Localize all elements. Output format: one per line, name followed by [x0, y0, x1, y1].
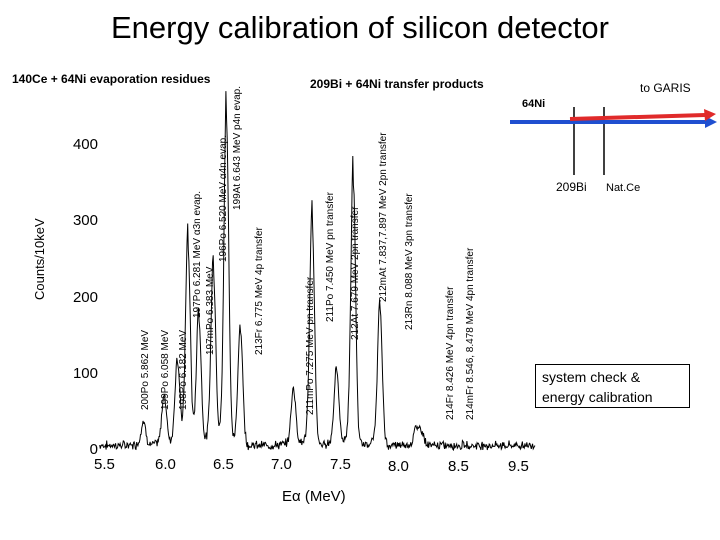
peak-label: 213Fr 6.775 MeV 4p transfer [254, 227, 265, 355]
transfer-header: 209Bi + 64Ni transfer products [310, 77, 484, 91]
peak-label: 197Po 6.281 MeV α3n evap. [192, 191, 203, 318]
peak-label: 200Po 5.862 MeV [140, 329, 151, 410]
x-tick-label: 5.5 [94, 456, 115, 473]
peak-label: 198Po 6.182 MeV [178, 329, 189, 410]
beamline-diagram [510, 107, 717, 175]
peak-label: 212mAt 7.837,7.897 MeV 2pn transfer [378, 132, 389, 302]
beam-arrow-red [569, 113, 706, 121]
ni-label: 64Ni [522, 98, 546, 110]
evaporation-header: 140Ce + 64Ni evaporation residues [12, 72, 211, 86]
peak-label: 196Po 6.520 MeV α4n evap. [218, 135, 229, 262]
y-tick-label: 100 [72, 364, 98, 382]
garis-label: to GARIS [640, 81, 691, 95]
peak-label: 212At 7.679 MeV 2pn transfer [350, 206, 361, 340]
system-check-box: system check & energy calibration [535, 364, 690, 408]
peak-label: 211Po 7.450 MeV pn transfer [325, 192, 336, 322]
peak-label: 199At 6.643 MeV p4n evap. [232, 86, 243, 210]
x-axis-label: Eα (MeV) [282, 488, 346, 505]
y-tick-label: 300 [72, 212, 98, 230]
ce-target-label: Nat.Ce [606, 182, 641, 194]
y-tick-label: 0 [89, 441, 98, 458]
x-tick-label: 7.0 [271, 456, 292, 473]
bi-target-label: 209Bi [556, 180, 587, 194]
y-tick-label: 200 [72, 288, 98, 306]
peak-label: 211mPo 7.275 MeV pn transfer [305, 276, 316, 415]
beam-arrowhead-red [704, 109, 716, 121]
x-tick-label: 8.5 [448, 458, 469, 475]
peak-label: 214Fr 8.426 MeV 4pn transfer [445, 286, 456, 420]
peak-label: 214mFr 8.546, 8.478 MeV 4pn transfer [465, 247, 476, 420]
x-tick-label: 6.5 [213, 456, 234, 473]
peak-label: 199Po 6.058 MeV [160, 329, 171, 410]
peak-label: 213Rn 8.088 MeV 3pn transfer [404, 193, 415, 330]
x-tick-label: 6.0 [155, 456, 176, 473]
x-tick-label: 9.5 [508, 458, 529, 475]
peak-label: 197mPo 6.383 MeV [205, 266, 216, 355]
spectrum-line [99, 91, 536, 451]
x-tick-label: 8.0 [388, 458, 409, 475]
x-tick-label: 7.5 [330, 456, 351, 473]
page-title: Energy calibration of silicon detector [111, 10, 609, 45]
y-tick-label: 400 [72, 136, 98, 153]
